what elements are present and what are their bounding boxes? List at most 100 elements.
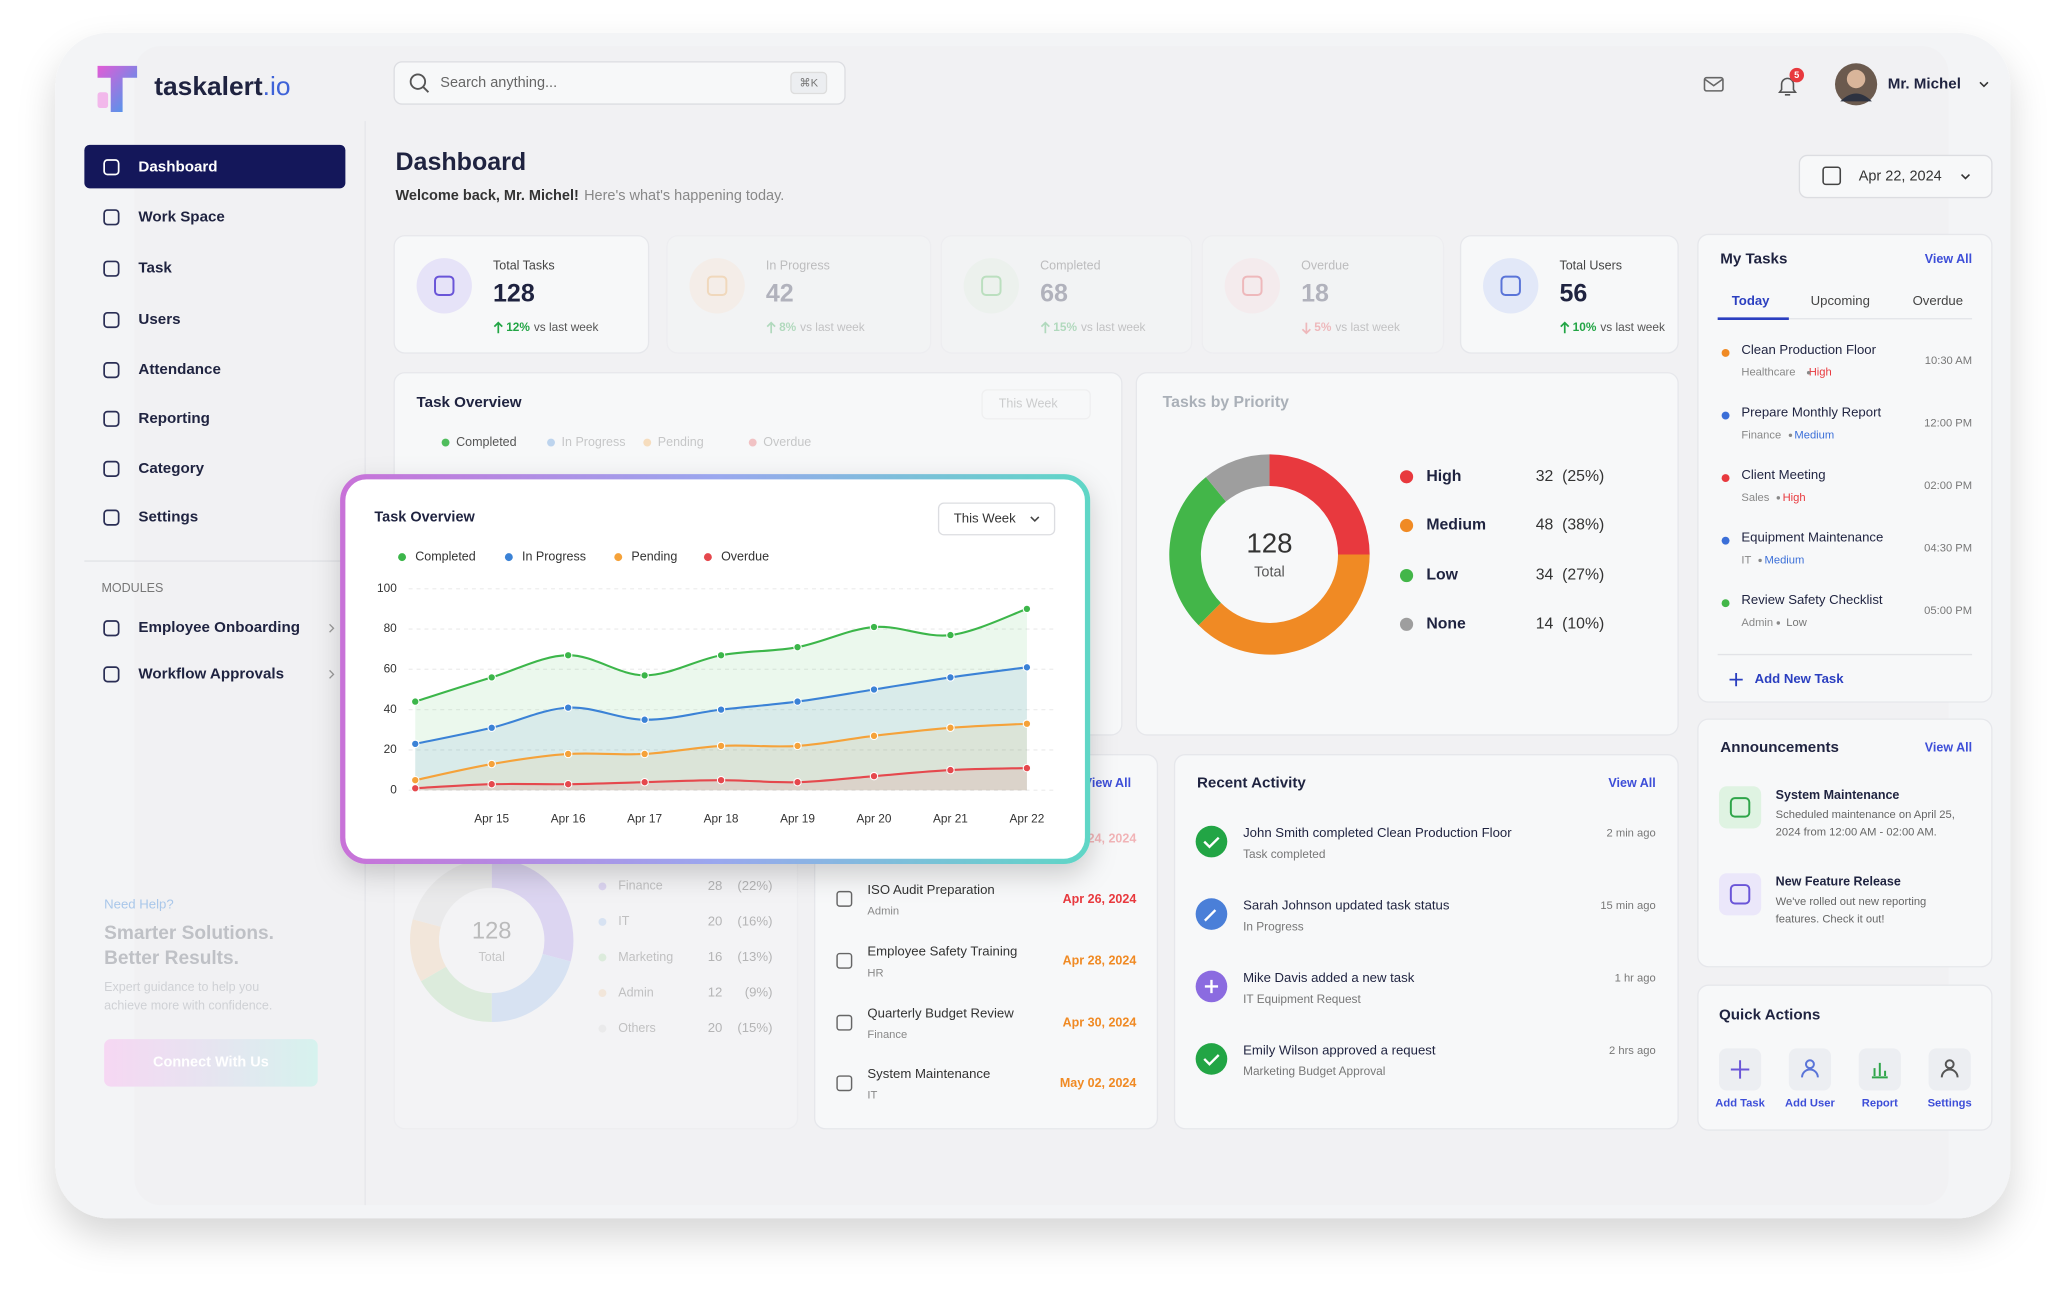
- my-tasks-title: My Tasks: [1720, 250, 1787, 267]
- deadline-item: Quarterly Budget Review Finance Apr 30, 20…: [836, 1006, 1136, 1041]
- view-all[interactable]: View All: [1608, 776, 1655, 790]
- task-title: Prepare Monthly Report: [1741, 404, 1881, 419]
- view-all[interactable]: View All: [1925, 740, 1972, 754]
- brand: taskalert.io: [154, 71, 290, 101]
- help-label: Need Help?: [104, 896, 174, 911]
- stat-icon: [981, 275, 1002, 297]
- legend-label: Overdue: [721, 549, 769, 563]
- point: [716, 651, 726, 660]
- activity-icon: [1195, 825, 1228, 858]
- deadline-item: System Maintenance IT May 02, 2024: [836, 1066, 1136, 1102]
- point: [411, 697, 420, 706]
- stat-label: In Progress: [766, 258, 830, 272]
- stat-change-value: 8%: [779, 320, 797, 334]
- period-label: This Week: [999, 397, 1059, 411]
- donut-total-label: Total: [1254, 565, 1285, 581]
- legend-dot: [1399, 470, 1414, 484]
- donut-total-label: Total: [478, 950, 504, 964]
- legend-percent: (15%): [737, 1020, 772, 1035]
- date-picker[interactable]: [1798, 154, 1993, 199]
- point: [869, 685, 879, 694]
- donut-segment: [1268, 454, 1370, 556]
- module-item: Employee Onboarding: [138, 619, 300, 636]
- tab[interactable]: Upcoming: [1811, 293, 1870, 308]
- activity-icon: [1195, 1043, 1228, 1075]
- deadline-item: ISO Audit Preparation Admin Apr 26, 2024: [836, 882, 1136, 917]
- point: [411, 775, 420, 785]
- legend-percent: (13%): [737, 949, 772, 964]
- point: [869, 622, 879, 632]
- task-meta: Finance Medium: [1741, 429, 1834, 441]
- view-all[interactable]: View All: [1084, 776, 1131, 790]
- calendar-icon: [836, 952, 853, 969]
- nav-item: Work Space: [138, 208, 224, 225]
- task-dot: [1721, 599, 1730, 608]
- tab[interactable]: Overdue: [1913, 293, 1963, 308]
- activity-time: 2 min ago: [1607, 828, 1656, 840]
- stat-icon: [706, 275, 728, 297]
- add-task[interactable]: Add New Task: [1755, 671, 1845, 686]
- nav-icon: [103, 159, 120, 176]
- trend-arrow: [1301, 322, 1311, 335]
- stat-card: Overdue 18 5% vs last week: [1201, 235, 1445, 354]
- chevron: [1960, 173, 1971, 180]
- stat-label: Total Users: [1559, 258, 1622, 272]
- chart-title: Task Overview: [374, 509, 475, 525]
- nav-icon: [103, 509, 120, 526]
- legend-dot: [547, 438, 555, 447]
- search-icon-handle: [422, 86, 430, 93]
- legend-percent: (9%): [745, 985, 773, 1000]
- x-tick-label: Apr 17: [627, 811, 662, 825]
- donut-segment: [1169, 477, 1227, 626]
- activity-title: Recent Activity: [1197, 775, 1306, 792]
- stat-card: Total Users 56 10% vs last week: [1459, 235, 1679, 354]
- period-dropdown[interactable]: [937, 502, 1056, 536]
- help-button[interactable]: [104, 1039, 318, 1087]
- task-category: Sales: [1741, 492, 1769, 504]
- priority-card: [1135, 372, 1679, 736]
- legend-label: Admin: [618, 985, 653, 999]
- stat-change-note: vs last week: [800, 320, 865, 334]
- legend-dot: [1399, 617, 1414, 631]
- notification-badge: [1789, 67, 1805, 83]
- quick-actions-title: Quick Actions: [1719, 1006, 1820, 1023]
- x-tick-label: Apr 19: [780, 811, 815, 825]
- point: [640, 671, 649, 680]
- help-title: Smarter Solutions.: [104, 923, 274, 944]
- point: [793, 777, 802, 787]
- announcements-card: [1697, 718, 1993, 968]
- point: [1022, 719, 1032, 728]
- chevron: [1979, 81, 1989, 88]
- legend-value: 48: [1536, 517, 1554, 534]
- point: [487, 759, 496, 769]
- mail-icon[interactable]: [1703, 76, 1724, 92]
- help-button-label: Connect With Us: [153, 1055, 269, 1071]
- tab[interactable]: Today: [1732, 293, 1770, 308]
- bell-icon[interactable]: [1778, 77, 1798, 96]
- nav-icon: [103, 410, 120, 427]
- donut-segment: [420, 966, 493, 1023]
- x-tick-label: Apr 16: [551, 811, 586, 825]
- legend-label: In Progress: [522, 549, 586, 563]
- nav-item: Attendance: [138, 361, 220, 378]
- stat-change: 10% vs last week: [1573, 320, 1665, 334]
- stat-change-note: vs last week: [1335, 320, 1400, 334]
- deadline-date: Apr 28, 2024: [1063, 954, 1137, 968]
- task-category: Healthcare: [1741, 367, 1795, 379]
- task-time: 05:00 PM: [1924, 605, 1972, 617]
- legend-percent: (22%): [737, 878, 772, 893]
- trend-arrow: [1040, 321, 1050, 334]
- deadline-category: HR: [867, 967, 883, 979]
- activity-glyph: [1204, 979, 1219, 994]
- x-tick-label: Apr 21: [933, 811, 968, 825]
- stat-card: Total Tasks 128 12% vs last week: [393, 235, 650, 354]
- task-meta-separator: [1758, 558, 1762, 563]
- view-all[interactable]: View All: [1925, 252, 1972, 266]
- announcement-title: System Maintenance: [1776, 788, 1900, 802]
- nav-active: [84, 144, 346, 189]
- module-icon: [103, 620, 120, 637]
- deadline-title: System Maintenance: [867, 1066, 990, 1081]
- task-dot: [1721, 411, 1730, 420]
- task-meta: IT Medium: [1741, 554, 1804, 566]
- search-box[interactable]: [393, 61, 846, 105]
